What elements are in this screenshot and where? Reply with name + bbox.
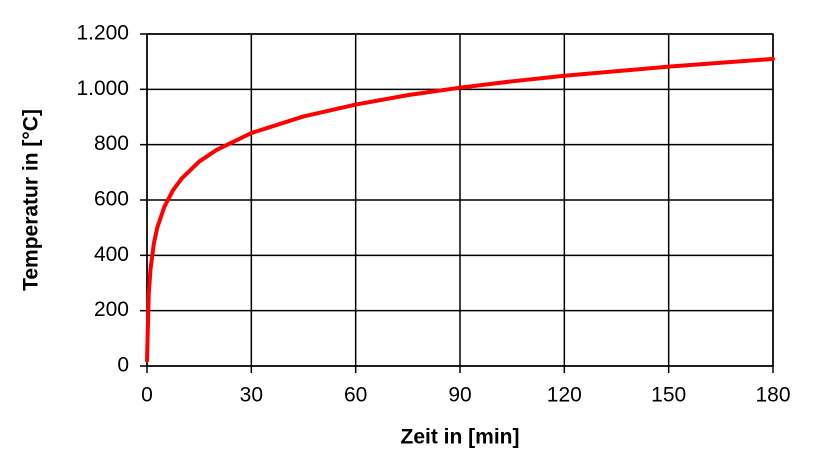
y-tick-label: 800 <box>94 132 129 155</box>
y-tick-label: 0 <box>117 354 129 377</box>
x-tick-label: 90 <box>448 384 471 407</box>
y-tick-label: 600 <box>94 188 129 211</box>
y-axis-title: Temperatur in [°C] <box>20 109 43 291</box>
plot-frame <box>146 33 774 367</box>
x-tick-label: 180 <box>755 384 790 407</box>
y-tick-label: 400 <box>94 243 129 266</box>
x-tick-label: 120 <box>547 384 582 407</box>
x-tick-label: 30 <box>240 384 263 407</box>
x-tick-label: 150 <box>651 384 686 407</box>
y-tick-label: 1.200 <box>76 22 129 45</box>
x-tick-label: 60 <box>344 384 367 407</box>
y-tick-label: 200 <box>94 298 129 321</box>
data-line <box>145 56 775 363</box>
y-tick-label: 1.000 <box>76 77 129 100</box>
x-axis-title: Zeit in [min] <box>401 426 520 449</box>
x-tick-label: 0 <box>141 384 153 407</box>
